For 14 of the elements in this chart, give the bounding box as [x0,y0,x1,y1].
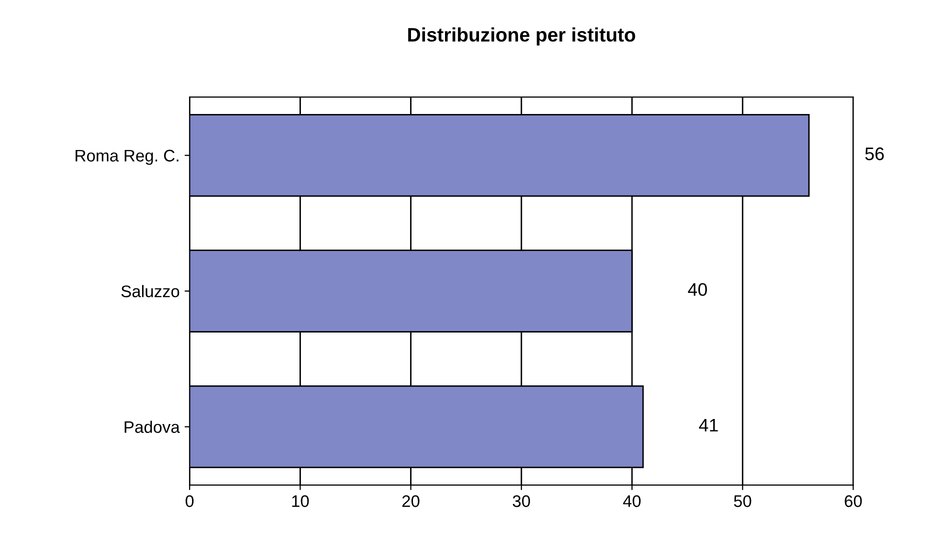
x-tick-label: 0 [186,495,194,508]
x-tick-label: 20 [402,495,420,508]
data-label: 40 [688,283,707,296]
data-label: 56 [865,147,884,160]
y-tick-label: Saluzzo [121,285,180,298]
x-tick-label: 30 [512,495,530,508]
y-tick-label: Padova [124,420,180,433]
x-tick-label: 60 [844,495,862,508]
x-tick-label: 40 [623,495,641,508]
y-tick-label: Roma Reg. C. [76,150,178,165]
chart-title: Distribuzione per istituto [408,27,636,46]
data-label: 41 [699,419,718,432]
x-tick-label: 50 [734,495,752,508]
x-tick-label: 10 [292,495,309,508]
